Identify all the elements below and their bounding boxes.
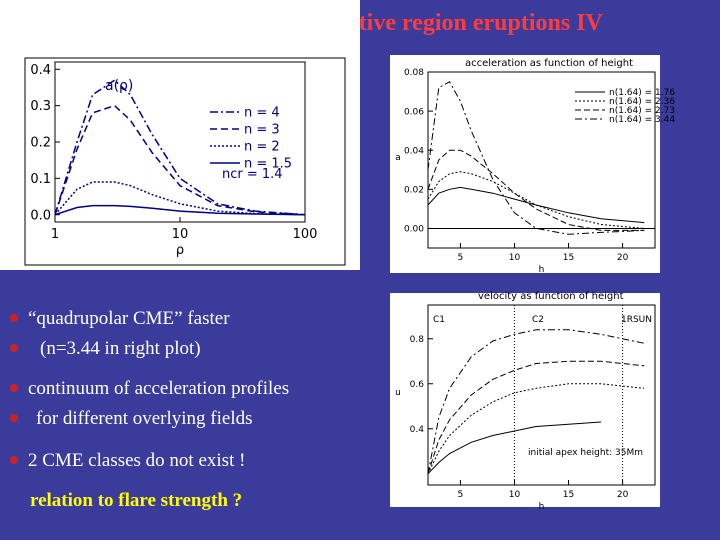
legend-label: n(1.64) = 2.36 xyxy=(609,97,675,107)
bullet xyxy=(10,314,18,322)
series-line xyxy=(54,79,306,216)
x-tick-label: 10 xyxy=(172,227,189,242)
y-tick-label: 0.04 xyxy=(404,146,424,156)
legend-label: n = 1.5 xyxy=(244,157,292,172)
bullets: “quadrupolar CME” faster (n=3.44 in righ… xyxy=(10,308,289,471)
series-line xyxy=(427,186,645,224)
series-line xyxy=(427,81,645,235)
y-tick-label: 0.1 xyxy=(30,172,51,187)
chart-title: velocity as function of height xyxy=(478,291,624,302)
legend-label: n(1.64) = 2.73 xyxy=(609,106,675,116)
x-tick-label: 5 xyxy=(458,253,464,263)
panel xyxy=(390,293,660,507)
chart-title: a(ρ) xyxy=(105,78,133,94)
series-line xyxy=(427,421,602,475)
x-tick-label: 20 xyxy=(617,253,629,263)
bullet xyxy=(10,384,18,392)
y-tick-label: 0.2 xyxy=(30,136,51,151)
bullet-text: (n=3.44 in right plot) xyxy=(40,338,201,359)
series-line xyxy=(54,204,306,216)
y-tick-label: 0.06 xyxy=(404,107,424,117)
x-tick-label: 100 xyxy=(293,227,318,242)
plot-frame xyxy=(427,304,656,486)
inset-frame xyxy=(24,57,346,266)
x-tick-label: 15 xyxy=(563,253,574,263)
annotation: C1 xyxy=(433,315,445,325)
y-tick-label: 0.08 xyxy=(404,68,424,78)
slide-title: ctive region eruptions IV xyxy=(348,10,604,36)
x-tick-label: 10 xyxy=(509,490,521,500)
series-line xyxy=(427,171,645,229)
bullet-text: for different overlying fields xyxy=(36,408,253,429)
annotation: ncr = 1.4 xyxy=(222,167,283,182)
chart-title: acceleration as function of height xyxy=(465,58,633,69)
legend-label: n = 4 xyxy=(244,106,280,121)
y-tick-label: 0.4 xyxy=(30,63,51,78)
series-line xyxy=(427,329,645,474)
y-tick-label: 0.8 xyxy=(410,335,425,345)
bullet xyxy=(10,344,18,352)
y-tick-label: 0.00 xyxy=(404,225,424,235)
series-line xyxy=(427,149,645,231)
y-tick-label: 0.3 xyxy=(30,99,51,114)
x-axis-label: h xyxy=(539,502,545,512)
y-tick-label: 0.0 xyxy=(30,208,51,223)
bullet xyxy=(10,414,18,422)
annotation: C2 xyxy=(532,315,544,325)
plot-frame xyxy=(427,71,656,249)
x-tick-label: 20 xyxy=(617,490,629,500)
y-tick-label: 0.4 xyxy=(410,425,425,435)
legend-label: n(1.64) = 3.44 xyxy=(609,115,675,125)
x-tick-label: 15 xyxy=(563,490,574,500)
bullet-text: continuum of acceleration profiles xyxy=(28,378,289,399)
series-line xyxy=(427,360,645,474)
x-axis-label: h xyxy=(539,265,545,275)
legend-label: n = 2 xyxy=(244,140,280,155)
x-axis-label: ρ xyxy=(176,243,184,258)
y-tick-label: 0.6 xyxy=(410,380,425,390)
x-tick-label: 10 xyxy=(509,253,521,263)
annotation: 1RSUN xyxy=(621,315,652,325)
panel xyxy=(390,55,660,273)
legend-label: n = 3 xyxy=(244,123,280,138)
bullet-text: “quadrupolar CME” faster xyxy=(28,308,230,329)
legend-label: n(1.64) = 1.76 xyxy=(609,88,675,98)
bullet-text: 2 CME classes do not exist ! xyxy=(28,450,245,471)
series-line xyxy=(54,104,306,216)
series-line xyxy=(427,383,645,475)
footer: relation to flare strength ? xyxy=(30,490,242,511)
x-tick-label: 5 xyxy=(458,490,464,500)
y-axis-label: u xyxy=(395,388,401,398)
annotation: initial apex height: 35Mm xyxy=(528,448,643,458)
y-tick-label: 0.02 xyxy=(404,185,424,195)
series-line xyxy=(54,181,306,216)
bullet xyxy=(10,456,18,464)
y-axis-label: a xyxy=(395,153,401,163)
x-tick-label: 1 xyxy=(51,227,59,242)
